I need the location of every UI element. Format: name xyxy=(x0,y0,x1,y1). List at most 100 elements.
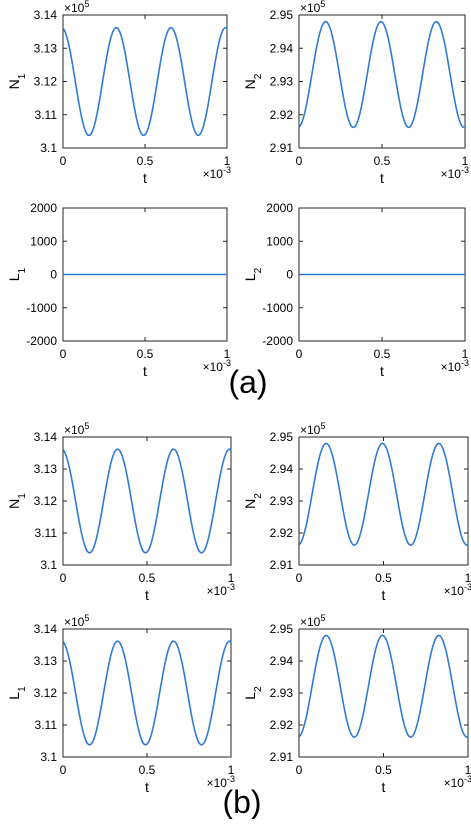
y-tick-label: 3.11 xyxy=(35,108,58,122)
x-axis-label: t xyxy=(143,170,147,186)
axes-box xyxy=(298,628,469,758)
x-tick-label: 1 xyxy=(462,347,469,361)
y-tick-label: 1000 xyxy=(30,234,57,248)
x-tick-label: 0 xyxy=(60,571,67,585)
panel-label-b: (b) xyxy=(222,784,261,819)
y-tick-label: 2.93 xyxy=(270,494,294,508)
series-line-0 xyxy=(62,26,228,137)
y-tick-label: 2000 xyxy=(30,201,57,215)
x-tick-label: 1 xyxy=(224,347,231,361)
y-exponent-label: ×105 xyxy=(64,613,89,629)
x-tick-label: 0.5 xyxy=(375,763,392,777)
y-tick-label: 3.14 xyxy=(34,622,58,636)
series-line-0 xyxy=(298,442,469,546)
x-tick-label: 0 xyxy=(296,347,303,361)
x-tick-label: 0 xyxy=(296,763,303,777)
y-tick-label: 0 xyxy=(50,268,57,282)
chart-a1: 0 0.5 1 3.1 3.11 3.12 3.13 3.14 t N1 ×10-3 ×105 xyxy=(6,0,231,186)
y-axis-label: N2 xyxy=(242,493,264,509)
y-axis-label: N1 xyxy=(6,493,28,509)
x-tick-label: 0 xyxy=(296,154,303,168)
y-exponent-label: ×105 xyxy=(300,0,325,15)
axes-box xyxy=(298,14,466,149)
axes-box xyxy=(298,436,469,566)
series-line-0 xyxy=(298,20,466,129)
chart-b1: 0 0.5 1 3.1 3.11 3.12 3.13 3.14 t N1 ×10-3 ×105 xyxy=(6,421,235,603)
x-exponent-label: ×10-3 xyxy=(207,582,235,598)
y-tick-label: 1000 xyxy=(266,234,293,248)
chart-b2: 0 0.5 1 2.91 2.92 2.93 2.94 2.95 t N2 ×10-3 ×105 xyxy=(242,421,471,603)
x-axis-label: t xyxy=(380,170,384,186)
y-axis-label-subscript: 2 xyxy=(253,267,264,273)
x-tick-label: 0 xyxy=(296,571,303,585)
y-tick-label: 2.91 xyxy=(270,558,294,572)
panel-label-a: (a) xyxy=(228,364,267,400)
x-tick-label: 0.5 xyxy=(139,763,156,777)
y-tick-label: 2.92 xyxy=(270,108,294,122)
y-tick-label: 3.12 xyxy=(34,75,58,89)
x-tick-label: 0 xyxy=(60,763,67,777)
x-axis-label: t xyxy=(145,587,149,603)
y-tick-label: 3.1 xyxy=(40,141,57,155)
x-tick-label: 1 xyxy=(224,154,231,168)
x-tick-label: 1 xyxy=(465,571,471,585)
y-axis-label-subscript: 2 xyxy=(253,686,264,692)
y-axis-label: L2 xyxy=(242,686,264,700)
x-tick-label: 1 xyxy=(465,763,471,777)
x-tick-label: 0 xyxy=(60,347,67,361)
chart-a4: 0 0.5 1 -2000 -1000 0 1000 2000 t L2 ×10-3 xyxy=(242,201,469,379)
series-line-0 xyxy=(62,448,232,554)
x-tick-label: 0 xyxy=(60,154,67,168)
x-tick-label: 0.5 xyxy=(137,154,154,168)
x-exponent-label: ×10-3 xyxy=(441,165,469,181)
y-axis-label: L2 xyxy=(242,267,264,281)
y-tick-label: 2.95 xyxy=(270,622,294,636)
x-axis-label: t xyxy=(380,363,384,379)
y-tick-label: 3.12 xyxy=(34,686,58,700)
x-tick-label: 0.5 xyxy=(374,154,391,168)
x-axis-label: t xyxy=(145,779,149,795)
y-exponent-label: ×105 xyxy=(64,0,89,15)
chart-b4: 0 0.5 1 2.91 2.92 2.93 2.94 2.95 t L2 ×10-3 ×105 xyxy=(242,613,471,795)
y-tick-label: 3.1 xyxy=(40,558,57,572)
y-tick-label: 3.13 xyxy=(34,654,58,668)
y-exponent-label: ×105 xyxy=(64,421,89,437)
y-tick-label: 3.11 xyxy=(35,526,58,540)
series-line-0 xyxy=(298,634,469,738)
y-tick-label: 2.95 xyxy=(270,430,294,444)
y-tick-label: 3.12 xyxy=(34,494,58,508)
x-tick-label: 1 xyxy=(228,763,235,777)
y-exponent-label: ×105 xyxy=(300,421,325,437)
y-axis-label: L1 xyxy=(6,267,28,281)
y-tick-label: 2.94 xyxy=(270,654,294,668)
y-tick-label: 2.94 xyxy=(270,41,294,55)
y-tick-label: 2.93 xyxy=(270,75,294,89)
x-axis-label: t xyxy=(382,779,386,795)
y-tick-label: 2.95 xyxy=(270,8,294,22)
x-tick-label: 0.5 xyxy=(137,347,154,361)
x-tick-label: 0.5 xyxy=(374,347,391,361)
chart-a3: 0 0.5 1 -2000 -1000 0 1000 2000 t L1 ×10-3 xyxy=(6,201,231,379)
y-tick-label: -2000 xyxy=(262,334,293,348)
x-exponent-label: ×10-3 xyxy=(207,774,235,790)
y-tick-label: -1000 xyxy=(26,301,57,315)
y-tick-label: 2.92 xyxy=(270,718,294,732)
chart-b3: 0 0.5 1 3.1 3.11 3.12 3.13 3.14 t L1 ×10-3 ×105 xyxy=(6,613,235,795)
y-axis-label-subscript: 2 xyxy=(253,493,264,499)
y-axis-label-subscript: 1 xyxy=(17,493,28,499)
y-tick-label: 3.14 xyxy=(34,430,58,444)
y-axis-label: N1 xyxy=(6,73,28,89)
series-line-0 xyxy=(62,640,232,746)
x-axis-label: t xyxy=(382,587,386,603)
y-axis-label-subscript: 1 xyxy=(17,267,28,273)
y-tick-label: 3.11 xyxy=(35,718,58,732)
y-axis-label: N2 xyxy=(242,73,264,89)
y-axis-label-subscript: 1 xyxy=(17,73,28,79)
y-axis-label-subscript: 1 xyxy=(17,686,28,692)
x-axis-label: t xyxy=(143,363,147,379)
y-axis-label: L1 xyxy=(6,686,28,700)
x-exponent-label: ×10-3 xyxy=(441,358,469,374)
y-tick-label: 2000 xyxy=(266,201,293,215)
